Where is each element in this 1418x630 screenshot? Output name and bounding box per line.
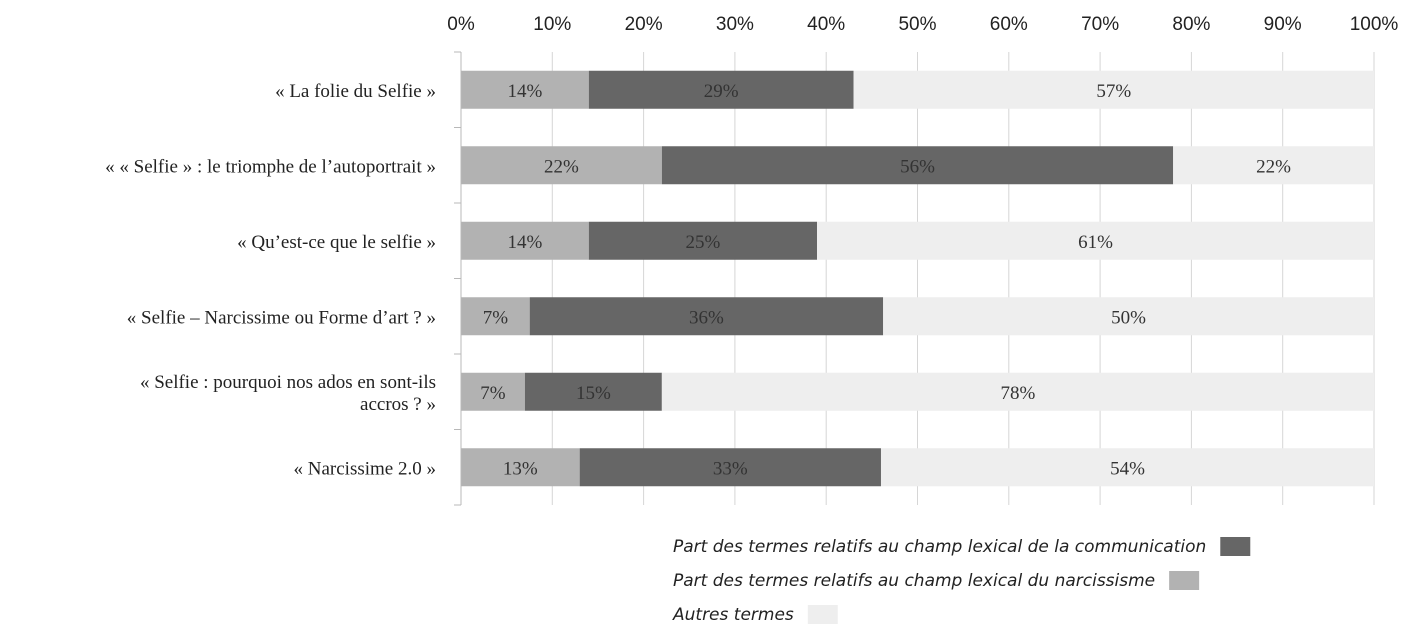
x-tick-label: 20% [625,14,663,35]
bar-segment [524,372,662,411]
x-tick-label: 0% [447,14,475,35]
category-label: « Qu’est-ce que le selfie » [237,232,436,253]
x-tick-label: 90% [1264,14,1302,35]
data-label: 56% [900,156,935,177]
legend-swatch [807,605,838,624]
bar-segment [661,146,1174,185]
data-label: 15% [576,383,611,404]
x-tick-label: 30% [716,14,754,35]
category-axis [454,51,462,506]
bar-segment [461,146,662,185]
data-label: 29% [704,81,739,102]
legend-swatch [1220,537,1251,556]
legend-label: Part des termes relatifs au champ lexica… [673,537,1206,557]
data-label: 25% [686,232,721,253]
bar-segment [461,372,525,411]
x-tick-label: 50% [898,14,936,35]
category-label: « « Selfie » : le triomphe de l’autoport… [105,156,436,177]
legend-label: Autres termes [672,605,794,625]
bar-segment [883,297,1374,336]
data-label: 33% [713,458,748,479]
data-label: 14% [507,81,542,102]
category-label: « Selfie : pourquoi nos ados en sont-ils [140,372,436,393]
legend-label: Part des termes relatifs au champ lexica… [673,571,1155,591]
bar-segment [461,70,589,109]
data-label: 50% [1111,307,1146,328]
bar-segment [461,448,580,487]
bar-segment [817,221,1374,260]
x-tick-labels: 0% 10% 20% 30% 40% 50% 60% 70% 80% 90% 100% [447,14,1398,35]
gridlines [551,52,1375,505]
data-label: 13% [503,458,538,479]
x-tick-label: 10% [533,14,571,35]
bar-segment [588,70,854,109]
category-label: « Narcissime 2.0 » [294,458,436,479]
data-label: 78% [1001,383,1036,404]
legend-swatch [1169,571,1200,590]
bar-segment [588,221,818,260]
bar-segment [1173,146,1374,185]
data-label: 7% [483,307,509,328]
data-labels: 14% 29% 57% 22% 56% 22% 14% 25% 61% 7% 36% 50% 7% 15%… [480,81,1291,480]
data-label: 36% [689,307,724,328]
bar-segment [853,70,1374,109]
bars [461,70,1374,487]
data-label: 61% [1078,232,1113,253]
x-tick-label: 60% [990,14,1028,35]
data-label: 54% [1110,458,1145,479]
data-label: 22% [1256,156,1291,177]
x-tick-label: 80% [1172,14,1210,35]
data-label: 57% [1096,81,1131,102]
bar-segment [661,372,1374,411]
category-label: accros ? » [360,394,436,415]
bar-segment [529,297,884,336]
bar-segment [579,448,881,487]
bar-segment [880,448,1374,487]
category-labels: « La folie du Selfie » « « Selfie » : le … [105,81,436,480]
legend: Part des termes relatifs au champ lexica… [672,537,1251,625]
x-tick-label: 40% [807,14,845,35]
bar-segment [461,221,589,260]
data-label: 7% [480,383,506,404]
data-label: 14% [507,232,542,253]
x-tick-label: 70% [1081,14,1119,35]
category-label: « La folie du Selfie » [275,81,436,102]
bar-segment [461,297,530,336]
data-label: 22% [544,156,579,177]
x-tick-label: 100% [1350,14,1399,35]
category-label: « Selfie – Narcissime ou Forme d’art ? » [127,307,436,328]
